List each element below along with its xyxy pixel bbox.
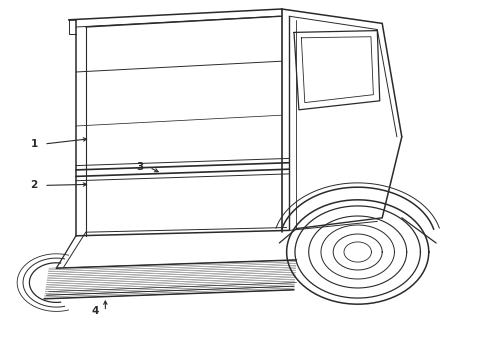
Text: 1: 1 [30, 139, 38, 149]
Text: 2: 2 [30, 180, 38, 190]
Text: 4: 4 [92, 306, 99, 316]
Text: 3: 3 [136, 162, 143, 172]
